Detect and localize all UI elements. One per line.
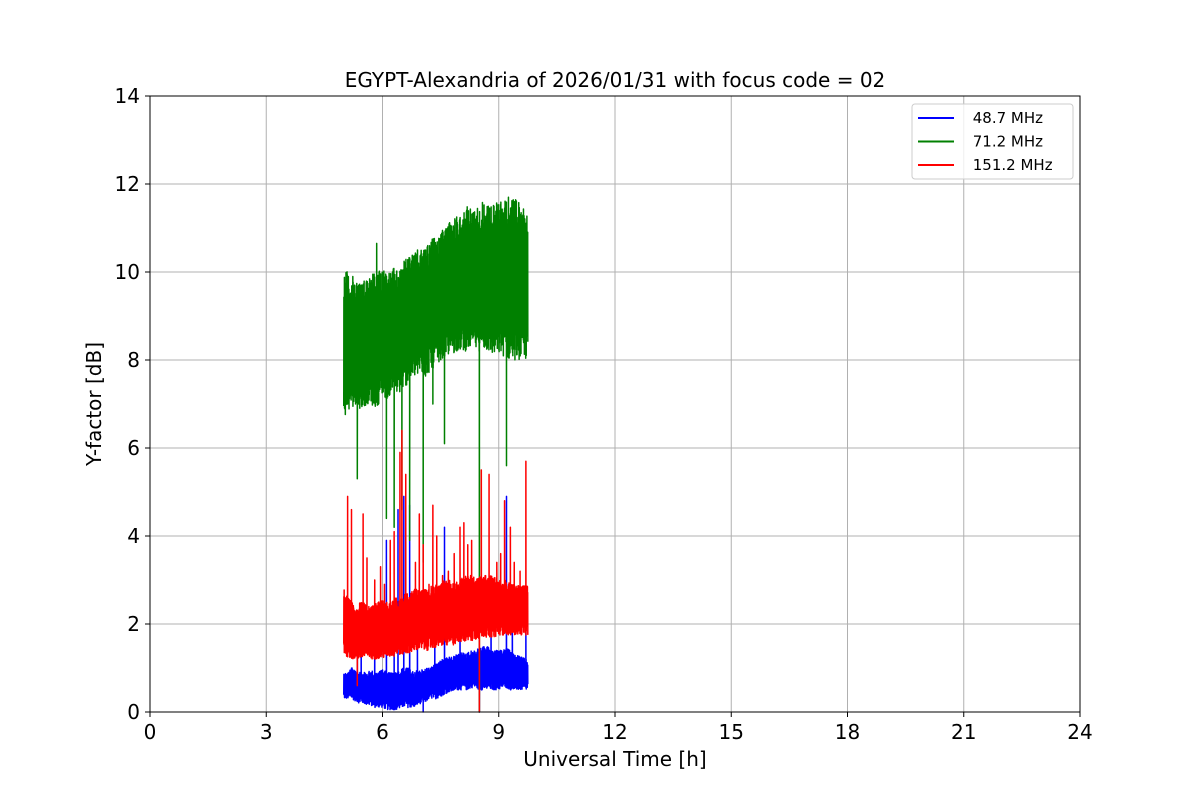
series-layer — [343, 196, 529, 713]
legend-box — [911, 103, 1074, 180]
y-tick-label: 0 — [127, 700, 140, 724]
y-tick-label: 4 — [127, 524, 140, 548]
x-axis-label: Universal Time [h] — [523, 747, 706, 771]
x-tick-label: 18 — [835, 720, 860, 744]
grid — [149, 95, 1081, 713]
x-tick-label: 12 — [602, 720, 627, 744]
y-tick-label: 2 — [127, 612, 140, 636]
chart-title: EGYPT-Alexandria of 2026/01/31 with focu… — [345, 68, 886, 92]
x-tick-label: 6 — [376, 720, 389, 744]
series-line-48_7-mhz — [343, 495, 529, 713]
x-tick-label: 9 — [492, 720, 505, 744]
x-tick-label: 24 — [1067, 720, 1092, 744]
x-tick-label: 21 — [951, 720, 976, 744]
y-tick-label: 12 — [115, 172, 140, 196]
y-tick-label: 8 — [127, 348, 140, 372]
y-tick-label: 6 — [127, 436, 140, 460]
x-tick-label: 15 — [719, 720, 744, 744]
legend: 48.7 MHz 71.2 MHz 151.2 MHz — [911, 103, 1074, 180]
legend-label-151_2-mhz: 151.2 MHz — [968, 156, 1053, 174]
y-axis-label: Y-factor [dB] — [82, 342, 106, 467]
series-line-71_2-mhz — [343, 196, 529, 713]
x-tick-label: 0 — [144, 720, 157, 744]
legend-label-71_2-mhz: 71.2 MHz — [968, 133, 1043, 151]
y-tick-label: 10 — [115, 260, 140, 284]
x-tick-label: 3 — [260, 720, 273, 744]
series-line-151_2-mhz — [343, 429, 529, 713]
y-tick-label: 14 — [115, 84, 140, 108]
legend-label-48_7-mhz: 48.7 MHz — [968, 109, 1043, 127]
